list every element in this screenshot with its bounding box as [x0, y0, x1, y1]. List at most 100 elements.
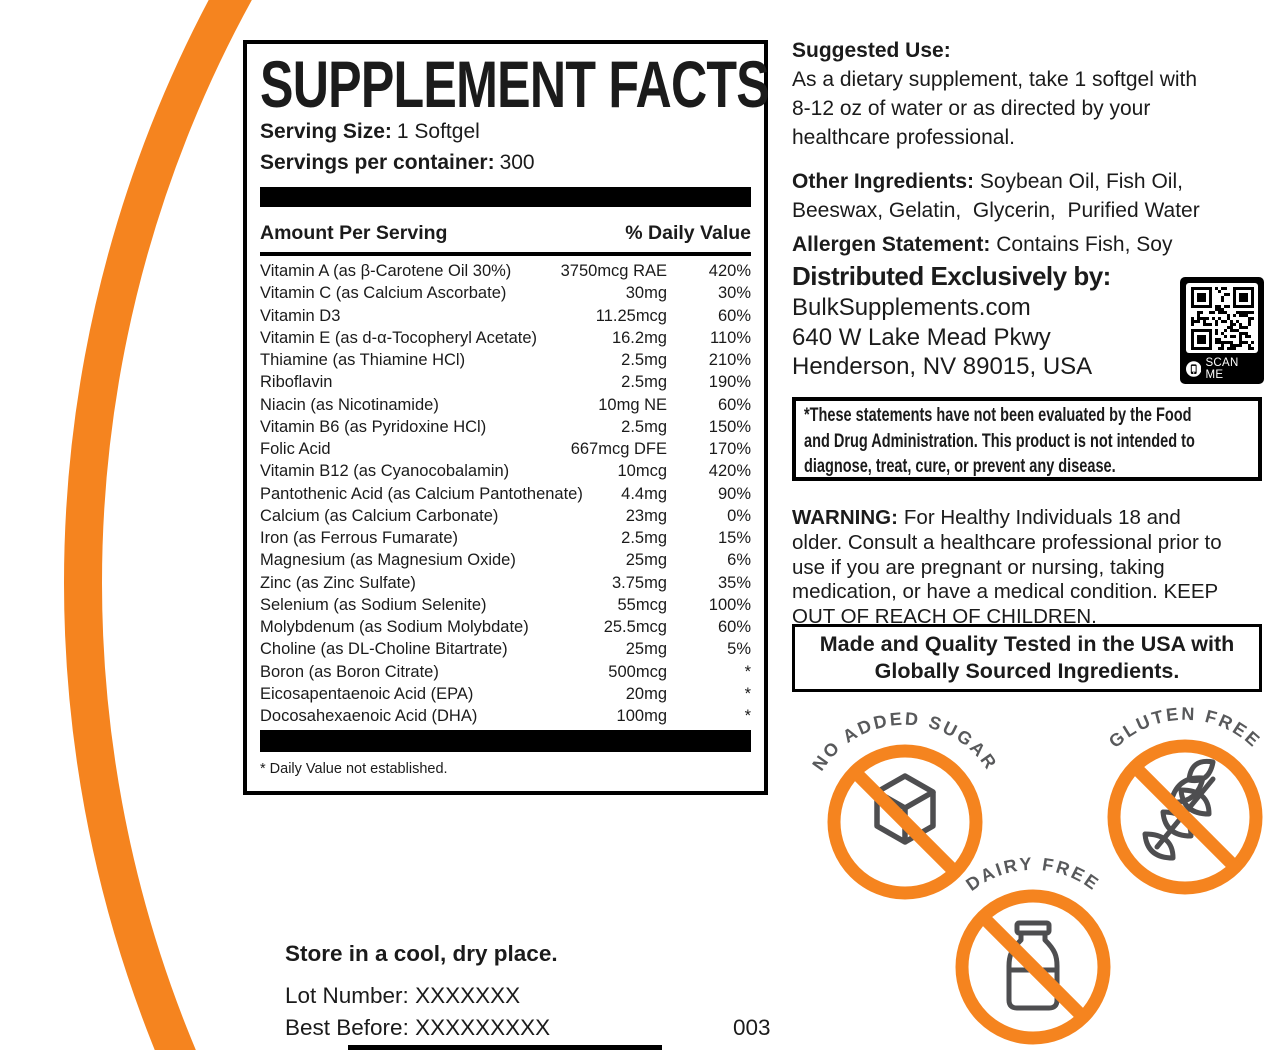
badge-no-added-sugar: NO ADDED SUGAR — [808, 709, 1001, 900]
suggested-use-label: Suggested Use: — [792, 39, 951, 62]
nutrient-name: Vitamin C (as Calcium Ascorbate) — [260, 284, 507, 303]
made-in-usa-line1: Made and Quality Tested in the USA with — [819, 632, 1235, 656]
badge-label: NO ADDED SUGAR — [808, 709, 999, 775]
made-in-usa-line2: Globally Sourced Ingredients. — [874, 659, 1180, 683]
distributor-city: Henderson, NV 89015, USA — [792, 353, 1093, 380]
nutrient-daily-value: 90% — [717, 484, 751, 503]
made-in-usa-box: Made and Quality Tested in the USA with … — [792, 624, 1262, 692]
supplement-facts-panel: SUPPLEMENT FACTS Serving Size: 1 Softgel … — [243, 40, 770, 795]
other-ingredients-label: Other Ingredients: — [792, 170, 975, 193]
other-ingredients-text: Soybean Oil, Fish Oil, Beeswax, Gelatin,… — [792, 170, 1200, 222]
nutrient-daily-value: * — [744, 662, 751, 681]
nutrient-row: Vitamin C (as Calcium Ascorbate) 30mg 30% — [260, 282, 751, 304]
scan-me-strip: SCAN ME — [1186, 353, 1258, 382]
nutrient-daily-value: 170% — [708, 440, 751, 458]
nutrient-row: Docosahexaenoic Acid (DHA) 100mg * — [260, 705, 751, 727]
nutrient-amount: 500mcg — [608, 662, 667, 681]
nutrient-daily-value: 420% — [708, 262, 751, 280]
nutrient-daily-value: 110% — [710, 328, 751, 347]
distributor-name: BulkSupplements.com — [792, 294, 1031, 321]
nutrient-name: Thiamine (as Thiamine HCl) — [260, 351, 466, 369]
prohibition-ring — [1107, 739, 1263, 895]
nutrient-row: Riboflavin 2.5mg 190% — [260, 371, 751, 393]
nutrient-name: Magnesium (as Magnesium Oxide) — [260, 551, 516, 570]
nutrient-amount: 23mg — [625, 506, 667, 525]
nutrient-name: Vitamin D3 — [260, 306, 341, 325]
column-header-amount: Amount Per Serving — [260, 222, 448, 244]
suggested-use-section: Suggested Use: As a dietary supplement, … — [792, 36, 1264, 152]
best-before-line: Best Before: XXXXXXXXX — [285, 1015, 550, 1041]
nutrient-daily-value: 100% — [708, 595, 751, 614]
nutrient-amount: 25.5mcg — [603, 618, 667, 636]
nutrient-amount: 10mcg — [617, 462, 667, 481]
phone-icon — [1186, 360, 1202, 377]
nutrient-daily-value: 60% — [717, 618, 751, 636]
allergen-statement-section: Allergen Statement: Contains Fish, Soy — [792, 231, 1264, 258]
fda-disclaimer-text: *These statements have not been evaluate… — [804, 404, 1195, 477]
nutrient-name: Folic Acid — [260, 440, 331, 458]
distributed-by-label: Distributed Exclusively by: — [792, 261, 1111, 291]
nutrient-row: Iron (as Ferrous Fumarate) 2.5mg 15% — [260, 527, 751, 549]
lot-number-line: Lot Number: XXXXXXX — [285, 983, 520, 1009]
qr-code — [1186, 283, 1258, 353]
daily-value-footnote: * Daily Value not established. — [260, 761, 448, 778]
nutrient-name: Niacin (as Nicotinamide) — [260, 395, 439, 414]
fda-disclaimer-box: *These statements have not been evaluate… — [792, 397, 1262, 481]
nutrient-amount: 3750mcg RAE — [560, 262, 667, 280]
nutrient-row: Thiamine (as Thiamine HCl) 2.5mg 210% — [260, 349, 751, 371]
distributor-section: Distributed Exclusively by: BulkSuppleme… — [792, 259, 1182, 382]
scan-me-label: SCAN ME — [1205, 356, 1239, 381]
lot-number-value: XXXXXXX — [415, 983, 521, 1008]
divider-rule-thin — [260, 252, 751, 256]
servings-value: 300 — [499, 151, 535, 174]
nutrient-daily-value: 60% — [717, 306, 751, 325]
nutrient-name: Selenium (as Sodium Selenite) — [260, 595, 487, 614]
allergen-label: Allergen Statement: — [792, 233, 991, 256]
nutrient-name: Iron (as Ferrous Fumarate) — [260, 529, 459, 547]
distributor-street: 640 W Lake Mead Pkwy — [792, 323, 1051, 351]
nutrient-amount: 4.4mg — [621, 484, 667, 503]
warning-section: WARNING: For Healthy Individuals 18 and o… — [792, 506, 1282, 630]
nutrient-row: Vitamin B6 (as Pyridoxine HCl) 2.5mg 150% — [260, 416, 751, 438]
serving-size-value: 1 Softgel — [396, 120, 480, 143]
nutrient-amount: 667mcg DFE — [570, 440, 667, 458]
milk-bottle-icon — [1006, 920, 1060, 1011]
nutrient-daily-value: * — [744, 707, 751, 725]
nutrient-daily-value: 35% — [717, 573, 751, 592]
nutrient-row: Eicosapentaenoic Acid (EPA) 20mg * — [260, 683, 751, 705]
best-before-value: XXXXXXXXX — [415, 1015, 551, 1040]
nutrient-name: Vitamin B12 (as Cyanocobalamin) — [260, 462, 510, 481]
servings-per-container-line: Servings per container: 300 — [260, 147, 751, 178]
nutrient-amount: 2.5mg — [621, 529, 667, 547]
badge-dairy-free: DAIRY FREE — [955, 854, 1111, 1045]
panel-title: SUPPLEMENT FACTS — [260, 47, 770, 121]
nutrient-amount: 11.25mcg — [595, 306, 667, 325]
nutrient-amount: 25mg — [625, 640, 667, 659]
column-header-daily-value: % Daily Value — [625, 222, 751, 244]
svg-text:DAIRY FREE: DAIRY FREE — [962, 854, 1104, 895]
nutrient-daily-value: 60% — [717, 395, 751, 414]
nutrient-row: Calcium (as Calcium Carbonate) 23mg 0% — [260, 505, 751, 527]
nutrient-amount: 16.2mg — [611, 328, 667, 347]
nutrient-daily-value: 30% — [717, 284, 751, 303]
nutrient-row: Magnesium (as Magnesium Oxide) 25mg 6% — [260, 549, 751, 571]
suggested-use-text: As a dietary supplement, take 1 softgel … — [792, 68, 1198, 149]
nutrient-daily-value: 420% — [708, 462, 751, 481]
nutrient-row: Zinc (as Zinc Sulfate) 3.75mg 35% — [260, 572, 751, 594]
svg-text:NO ADDED SUGAR: NO ADDED SUGAR — [808, 709, 1001, 775]
nutrient-name: Boron (as Boron Citrate) — [260, 662, 439, 681]
nutrient-amount: 10mg NE — [598, 395, 667, 414]
prohibition-ring — [827, 744, 983, 900]
nutrient-daily-value: * — [744, 684, 751, 703]
nutrient-name: Riboflavin — [260, 373, 333, 392]
nutrient-row: Vitamin A (as β-Carotene Oil 30%) 3750mcg… — [260, 260, 751, 282]
serving-size-label: Serving Size: — [260, 120, 392, 143]
bottom-partial-bar — [348, 1045, 662, 1050]
qr-code-block: SCAN ME — [1180, 277, 1264, 384]
nutrient-row: Molybdenum (as Sodium Molybdate) 25.5mcg 6… — [260, 616, 751, 638]
nutrient-amount: 2.5mg — [621, 417, 667, 436]
nutrient-daily-value: 15% — [717, 529, 751, 547]
nutrient-name: Molybdenum (as Sodium Molybdate) — [260, 618, 529, 636]
other-ingredients-section: Other Ingredients: Soybean Oil, Fish Oil… — [792, 167, 1270, 225]
